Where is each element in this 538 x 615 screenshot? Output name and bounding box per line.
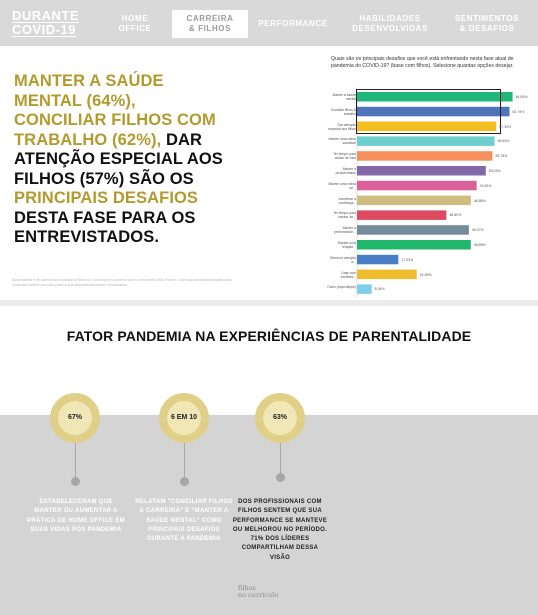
chart-category-label-14: Outro (especifique): [327, 285, 356, 290]
nav-home-office-line2: OFFICE: [118, 24, 152, 33]
chart-category-label-13: Lidar com conflitos...: [340, 270, 356, 279]
chart-category-label-1: Manter a saúde mental: [332, 93, 356, 101]
stat-caption-2: RELATAM "CONCILIAR FILHOS & CARREIRA" E …: [135, 499, 233, 543]
chart-category-label-8: Aumentar a confiança...: [338, 196, 356, 205]
chart-bar-2: [357, 106, 510, 117]
chart-bar-13: [357, 269, 417, 280]
nav-performance-line1: PERFORMANCE: [258, 19, 328, 28]
nav-habilidades-line1: HABILIDADES: [359, 14, 421, 23]
brand-line-2: COVID-19: [12, 22, 76, 37]
chart-value-label-3: 57,33%: [499, 124, 512, 129]
stat-value-1: 67%: [67, 414, 82, 421]
chart-category-label-3: Dar atenção especial aos filhos: [328, 122, 356, 131]
stat-value-3: 63%: [272, 414, 287, 421]
chart-category-label-4: Manter uma rotina saudável: [328, 137, 356, 146]
stat-stem-2: [184, 443, 185, 479]
chart-value-label-12: 17,03%: [401, 257, 414, 262]
nav-habilidades-line2: DESENVOLVIDAS: [352, 24, 428, 33]
brand-line-1: DURANTE: [12, 8, 80, 23]
chart-bar-4: [357, 136, 495, 146]
chart-category-label-10: Manter a performance...: [334, 226, 356, 235]
chart-value-label-8: 46,88%: [473, 198, 486, 203]
stat-caption-1: ESTABELECERAM QUE MANTER OU AUMENTAR A P…: [27, 499, 125, 533]
chart-bar-5: [357, 151, 493, 161]
nav-carreira-filhos-active[interactable]: CARREIRA & FILHOS: [172, 10, 248, 38]
chart-bar-1: [357, 92, 513, 102]
stat-circle-2-inner: [167, 401, 201, 435]
stat-stem-1: [75, 443, 76, 479]
nav-performance[interactable]: PERFORMANCE: [254, 19, 332, 29]
chart-category-label-9: Ter tempo para manter-se...: [333, 211, 356, 220]
chart-question: Quais são os principais desafios que voc…: [331, 56, 514, 69]
chart-value-label-13: 24,59%: [419, 272, 432, 277]
nav-home-office[interactable]: HOME OFFICE: [112, 14, 158, 34]
stat-dot-2: [180, 477, 189, 486]
chart-category-label-12: Oferecer atenção a...: [329, 255, 356, 264]
stat-value-2: 6 EM 10: [170, 414, 198, 421]
chart-value-label-2: 62,79%: [512, 109, 525, 114]
chart-bar-10: [357, 225, 469, 235]
chart-value-label-4: 56,64%: [497, 139, 510, 144]
section-divider: [0, 300, 538, 306]
stat-circle-1-inner: [58, 401, 92, 435]
chart-bar-3: [357, 121, 497, 132]
chart-category-label-11: Manter uma relação...: [337, 241, 356, 249]
stat-circle-3: 63%: [255, 393, 305, 443]
chart-value-label-1: 64,06%: [515, 95, 528, 99]
footnote: Esta matéria é de autoria da consultoria…: [12, 278, 232, 287]
nav-home-office-line1: HOME: [121, 14, 149, 23]
top-three-highlight-box: [356, 89, 501, 134]
filhos-no-curriculo-logo: filhos no currículo: [238, 585, 278, 599]
nav-carreira-line1: CARREIRA: [186, 14, 234, 23]
nav-carreira-line2: & FILHOS: [188, 24, 232, 33]
chart-category-label-2: Conciliar filhos & trabalho: [330, 107, 356, 116]
chart-bar-7: [357, 180, 477, 191]
logo-line-2: no currículo: [238, 591, 279, 599]
brand-logo[interactable]: DURANTE COVID-19: [12, 9, 79, 37]
stat-circle-2: 6 EM 10: [159, 393, 209, 443]
headline: MANTER A SAÚDE MENTAL (64%), CONCILIAR F…: [14, 72, 232, 248]
stat-dot-3: [276, 473, 285, 482]
headline-dark-1: DAR ATENÇÃO ESPECIAL AOS FILHOS (57%) SÃ…: [14, 130, 223, 188]
chart-value-label-6: 53,03%: [488, 169, 501, 173]
nav-sentimentos-line1: SENTIMENTOS: [454, 14, 520, 23]
section-title: FATOR PANDEMIA NA EXPERIÊNCIAS DE PARENT…: [66, 328, 472, 344]
chart-category-label-7: Manter uma rotina de...: [328, 181, 356, 190]
stat-circle-1: 67%: [50, 393, 100, 443]
chart-category-label-6: Manter a produtividade: [335, 167, 356, 175]
stat-caption-3: DOS PROFISSIONAIS COM FILHOS SENTEM QUE …: [232, 499, 328, 561]
chart-value-label-11: 46,85%: [473, 243, 486, 247]
chart-bar-9: [357, 210, 447, 220]
headline-gold-2: PRINCIPAIS DESAFIOS: [14, 189, 199, 207]
chart-bar-14: [357, 284, 372, 294]
stats-band: [0, 415, 538, 615]
stat-circle-3-inner: [263, 401, 297, 435]
nav-carreira-filhos: CARREIRA & FILHOS: [172, 10, 248, 34]
chart-value-label-10: 46,07%: [471, 228, 484, 233]
logo-line-1: filhos: [238, 584, 256, 592]
bar-chart: Manter a saúde mental 64,06% Conciliar fil…: [326, 88, 531, 298]
chart-value-label-7: 49,26%: [479, 183, 492, 188]
chart-bar-12: [357, 254, 399, 265]
bar-chart-svg: [356, 88, 513, 298]
chart-value-label-5: 55,75%: [495, 154, 508, 159]
chart-value-label-9: 36,80%: [449, 213, 462, 218]
chart-bar-6: [357, 166, 486, 176]
nav-sentimentos-line2: & DESAFIOS: [459, 24, 515, 33]
nav-sentimentos[interactable]: SENTIMENTOS & DESAFIOS: [446, 14, 528, 34]
nav-habilidades[interactable]: HABILIDADES DESENVOLVIDAS: [344, 14, 436, 34]
top-nav: DURANTE COVID-19 HOME OFFICE CARREIRA & …: [0, 0, 538, 46]
stat-stem-3: [280, 443, 281, 475]
headline-gold-1: MANTER A SAÚDE MENTAL (64%), CONCILIAR F…: [14, 72, 216, 149]
headline-dark-2: DESTA FASE PARA OS ENTREVISTADOS.: [14, 208, 196, 247]
stat-dot-1: [71, 477, 80, 486]
chart-bar-11: [357, 240, 471, 250]
chart-value-label-14: 6,04%: [374, 287, 385, 292]
chart-bar-8: [357, 195, 471, 206]
chart-category-label-5: Ter tempo para cuidar de mim: [333, 152, 356, 161]
